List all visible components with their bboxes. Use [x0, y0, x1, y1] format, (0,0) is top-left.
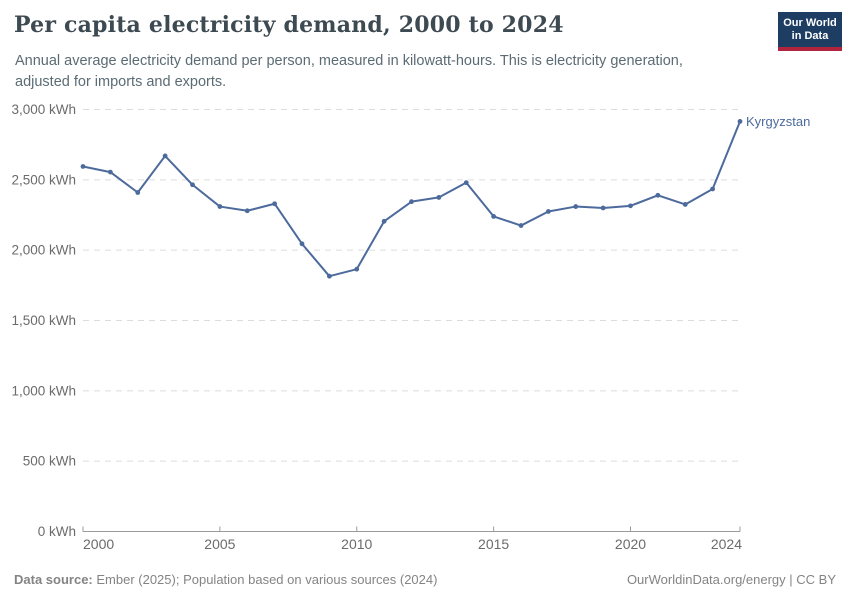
- data-point[interactable]: [491, 214, 497, 219]
- data-point[interactable]: [190, 182, 195, 188]
- data-point[interactable]: [737, 119, 743, 124]
- data-point[interactable]: [135, 190, 141, 195]
- x-axis-label: 2015: [478, 536, 509, 552]
- data-point[interactable]: [107, 169, 113, 175]
- y-axis-label: 500 kWh: [23, 454, 76, 469]
- owid-logo: Our World in Data: [778, 12, 842, 51]
- data-point[interactable]: [655, 192, 661, 198]
- owid-logo-line1: Our World: [783, 17, 837, 29]
- y-axis-label: 2,500 kWh: [11, 172, 76, 187]
- x-axis-label: 2000: [83, 536, 114, 552]
- data-source: Data source: Ember (2025); Population ba…: [14, 572, 437, 587]
- y-axis-label: 3,000 kWh: [11, 102, 76, 117]
- y-axis-label: 1,500 kWh: [11, 313, 76, 328]
- y-axis-label: 0 kWh: [38, 524, 76, 539]
- data-point[interactable]: [628, 203, 633, 209]
- chart-footer: Data source: Ember (2025); Population ba…: [14, 572, 836, 587]
- y-axis-label: 1,000 kWh: [11, 383, 76, 398]
- series-line: [82, 120, 741, 278]
- data-point[interactable]: [354, 266, 360, 272]
- chart-subtitle: Annual average electricity demand per pe…: [15, 53, 683, 90]
- x-axis-label: 2010: [341, 536, 372, 552]
- data-point[interactable]: [573, 204, 579, 209]
- data-point[interactable]: [682, 202, 688, 207]
- data-point[interactable]: [217, 204, 223, 209]
- data-point[interactable]: [272, 201, 278, 207]
- data-point[interactable]: [436, 195, 442, 200]
- series-label: Kyrgyzstan: [746, 114, 810, 129]
- x-axis-label: 2020: [615, 536, 646, 552]
- data-point[interactable]: [299, 241, 305, 247]
- data-source-text: Ember (2025); Population based on variou…: [92, 572, 438, 587]
- data-point[interactable]: [409, 199, 414, 205]
- data-point[interactable]: [518, 223, 524, 228]
- data-source-label: Data source:: [14, 572, 93, 587]
- data-point[interactable]: [545, 209, 551, 214]
- data-point[interactable]: [600, 205, 606, 211]
- x-axis-label: 2024: [711, 536, 742, 552]
- data-point[interactable]: [162, 153, 168, 159]
- y-axis-label: 2,000 kWh: [11, 243, 76, 258]
- data-point[interactable]: [80, 164, 86, 169]
- footer-credit: OurWorldinData.org/energy | CC BY: [626, 572, 836, 587]
- x-axis-label: 2005: [204, 536, 235, 552]
- page-title: Per capita electricity demand, 2000 to 2…: [14, 12, 564, 38]
- data-point[interactable]: [710, 186, 716, 192]
- data-point[interactable]: [463, 180, 469, 186]
- owid-logo-line2: in Data: [791, 30, 829, 42]
- data-point[interactable]: [244, 208, 250, 214]
- data-point[interactable]: [326, 273, 332, 279]
- data-point[interactable]: [381, 218, 387, 224]
